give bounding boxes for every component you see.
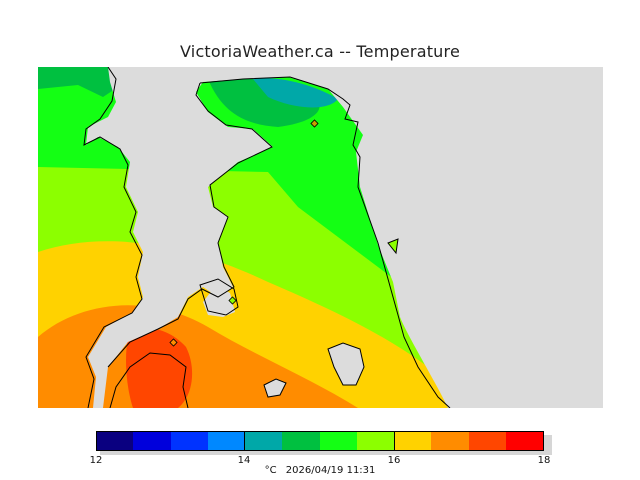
colorbar-tick-label: 14 bbox=[237, 455, 251, 466]
colorbar-swatch bbox=[356, 432, 394, 450]
colorbar-swatch bbox=[133, 432, 171, 450]
colorbar-swatch bbox=[282, 432, 320, 450]
colorbar-tick-label: 12 bbox=[89, 455, 103, 466]
colorbar-tick-label: 16 bbox=[387, 455, 401, 466]
colorbar-divider-14 bbox=[244, 431, 245, 451]
island-south bbox=[263, 378, 287, 398]
station-marker-north[interactable] bbox=[310, 119, 319, 128]
station-marker-south[interactable] bbox=[169, 338, 178, 347]
map-footer: °C 2026/04/19 11:31 bbox=[0, 465, 640, 476]
islet-east bbox=[387, 238, 399, 255]
colorbar-swatch bbox=[431, 432, 469, 450]
unit-label: °C bbox=[264, 465, 277, 476]
colorbar-swatch bbox=[319, 432, 357, 450]
inlet-coastline bbox=[109, 352, 189, 408]
colorbar-swatch bbox=[207, 432, 245, 450]
west-coastline bbox=[83, 67, 143, 408]
temperature-band-14-14.5 bbox=[253, 78, 338, 108]
colorbar-swatch bbox=[468, 432, 506, 450]
peninsula-coastline bbox=[107, 82, 273, 368]
water-mask bbox=[86, 67, 603, 408]
colorbar-swatch bbox=[394, 432, 432, 450]
colorbar-tick-label: 18 bbox=[537, 455, 551, 466]
station-marker-bay[interactable] bbox=[228, 296, 237, 305]
temperature-map bbox=[38, 67, 603, 408]
map-title: VictoriaWeather.ca -- Temperature bbox=[180, 42, 460, 61]
colorbar-swatch bbox=[505, 432, 543, 450]
timestamp-label: 2026/04/19 11:31 bbox=[285, 465, 376, 476]
colorbar-divider-16 bbox=[394, 431, 395, 451]
colorbar-swatch bbox=[170, 432, 208, 450]
island-east bbox=[327, 342, 365, 386]
east-coastline bbox=[199, 76, 451, 408]
temperature-band-17-17.5 bbox=[126, 327, 193, 408]
temperature-colorbar bbox=[96, 431, 544, 451]
colorbar-swatch bbox=[97, 432, 134, 450]
bay-coastline bbox=[199, 278, 239, 316]
colorbar-swatch bbox=[245, 432, 283, 450]
temperature-band-14.5-15-west bbox=[38, 67, 118, 97]
